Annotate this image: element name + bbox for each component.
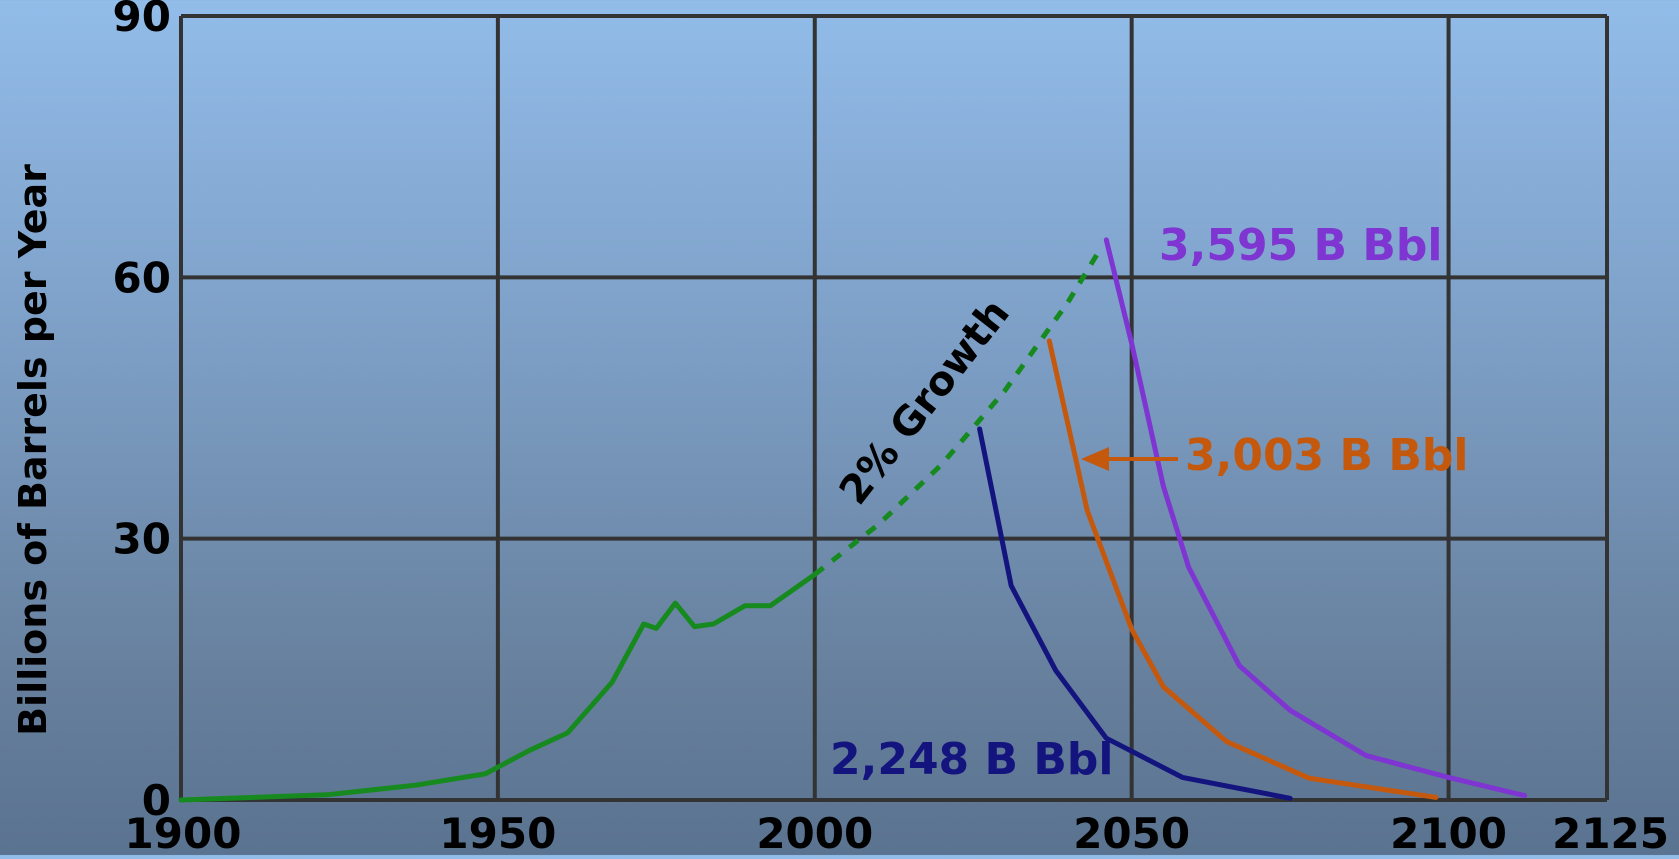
arrow-3003-head [1081,447,1109,471]
series-historical [178,571,818,803]
y-axis-label: Billions of Barrels per Year [11,164,55,736]
y-tick-label: 60 [113,253,171,302]
x-tick-label: 2050 [1073,809,1190,855]
grid [179,14,1609,802]
x-tick-label: 1900 [125,809,242,855]
y-tick-label: 0 [142,776,171,825]
x-tick-label: 2000 [756,809,873,855]
series-scenario-3003 [1046,338,1439,800]
series-growth-projection [813,248,1103,577]
x-tick-label: 2125 [1552,809,1669,855]
arrow-3003 [1081,447,1178,471]
series-layer [178,237,1528,803]
label-3003: 3,003 B Bbl [1185,430,1468,481]
x-tick-label: 2100 [1390,809,1507,855]
series-scenario-2248 [977,426,1293,801]
y-tick-label: 30 [113,515,171,564]
label-2248: 2,248 B Bbl [830,734,1113,785]
x-tick-label: 1950 [439,809,556,855]
series-scenario-3595 [1103,237,1528,799]
label-3595: 3,595 B Bbl [1159,220,1442,271]
tick-labels: 1900 1950 2000 2050 2100 2125 0 30 60 90 [113,0,1669,858]
y-tick-label: 90 [113,0,171,41]
